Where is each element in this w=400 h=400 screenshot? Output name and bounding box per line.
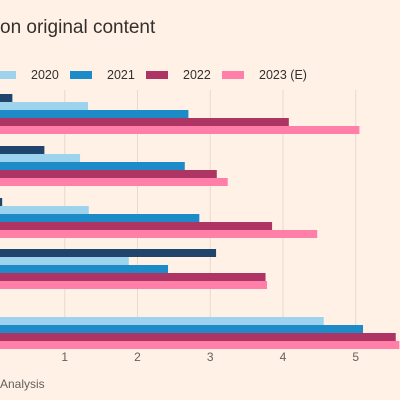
x-tick-label: 3 bbox=[207, 350, 214, 364]
bar bbox=[0, 146, 45, 154]
bar bbox=[0, 126, 360, 134]
bar bbox=[0, 206, 89, 214]
x-tick-label: 2 bbox=[134, 350, 141, 364]
bar bbox=[0, 110, 189, 118]
source-note: Analysis bbox=[0, 377, 45, 391]
bars bbox=[0, 94, 400, 349]
bar bbox=[0, 341, 400, 349]
x-tick-label: 1 bbox=[61, 350, 68, 364]
legend-swatch bbox=[146, 71, 168, 79]
bar bbox=[0, 230, 318, 238]
bar bbox=[0, 162, 185, 170]
bar bbox=[0, 214, 200, 222]
bar bbox=[0, 198, 3, 206]
legend-swatch bbox=[222, 71, 244, 79]
legend-swatch bbox=[70, 71, 92, 79]
bar bbox=[0, 273, 266, 281]
x-tick-label: 5 bbox=[352, 350, 359, 364]
x-axis-ticks: 1 2 3 4 5 bbox=[61, 350, 359, 364]
legend-label: 2020 bbox=[31, 68, 59, 82]
bar bbox=[0, 333, 396, 341]
bar bbox=[0, 118, 289, 126]
bar bbox=[0, 281, 267, 289]
legend-swatch bbox=[0, 71, 16, 79]
bar bbox=[0, 257, 129, 265]
chart-title: on original content bbox=[0, 17, 156, 38]
x-tick-label: 4 bbox=[280, 350, 287, 364]
bar bbox=[0, 170, 217, 178]
bar bbox=[0, 249, 217, 257]
legend: 2020 2021 2022 2023 (E) bbox=[0, 68, 307, 82]
bar bbox=[0, 325, 364, 333]
legend-label: 2023 (E) bbox=[259, 68, 307, 82]
bar bbox=[0, 178, 228, 186]
bar bbox=[0, 222, 273, 230]
bar bbox=[0, 317, 324, 325]
bar bbox=[0, 102, 89, 110]
bar bbox=[0, 154, 81, 162]
bar bbox=[0, 94, 13, 102]
bar bbox=[0, 265, 169, 273]
legend-label: 2021 bbox=[107, 68, 135, 82]
legend-label: 2022 bbox=[183, 68, 211, 82]
